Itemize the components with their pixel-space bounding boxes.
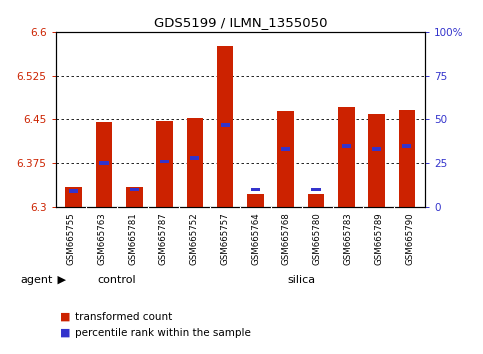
Bar bbox=[160, 160, 169, 164]
Text: control: control bbox=[98, 275, 136, 285]
Text: GSM665783: GSM665783 bbox=[343, 212, 353, 265]
Text: GSM665781: GSM665781 bbox=[128, 212, 137, 265]
Text: GSM665757: GSM665757 bbox=[220, 212, 229, 265]
Text: GSM665752: GSM665752 bbox=[190, 212, 199, 265]
Bar bbox=[308, 194, 325, 207]
Bar bbox=[65, 187, 82, 207]
Text: ▶: ▶ bbox=[54, 275, 66, 285]
Bar bbox=[156, 121, 173, 207]
Text: percentile rank within the sample: percentile rank within the sample bbox=[75, 328, 251, 338]
Text: GSM665789: GSM665789 bbox=[374, 212, 384, 265]
Bar bbox=[338, 107, 355, 207]
Bar bbox=[69, 189, 78, 193]
Bar bbox=[247, 194, 264, 207]
Text: ■: ■ bbox=[60, 328, 71, 338]
Bar bbox=[217, 46, 233, 207]
Bar bbox=[221, 123, 230, 127]
Bar bbox=[186, 118, 203, 207]
Text: transformed count: transformed count bbox=[75, 312, 172, 322]
Text: GSM665787: GSM665787 bbox=[159, 212, 168, 265]
Text: GSM665763: GSM665763 bbox=[97, 212, 106, 265]
Bar bbox=[277, 111, 294, 207]
Bar bbox=[130, 188, 139, 192]
Text: GSM665755: GSM665755 bbox=[67, 212, 75, 265]
Bar bbox=[96, 122, 113, 207]
Bar bbox=[372, 147, 381, 151]
Text: ■: ■ bbox=[60, 312, 71, 322]
Text: agent: agent bbox=[21, 275, 53, 285]
Text: GSM665764: GSM665764 bbox=[251, 212, 260, 265]
Bar bbox=[126, 187, 142, 207]
Bar bbox=[251, 188, 260, 192]
Text: GSM665768: GSM665768 bbox=[282, 212, 291, 265]
Bar bbox=[312, 188, 321, 192]
Text: silica: silica bbox=[288, 275, 316, 285]
Bar bbox=[402, 144, 412, 148]
Bar bbox=[190, 156, 199, 160]
Text: GSM665790: GSM665790 bbox=[405, 212, 414, 265]
Bar bbox=[281, 147, 290, 151]
Bar bbox=[341, 144, 351, 148]
Bar bbox=[398, 109, 415, 207]
Bar bbox=[99, 161, 109, 165]
Text: GSM665780: GSM665780 bbox=[313, 212, 322, 265]
Title: GDS5199 / ILMN_1355050: GDS5199 / ILMN_1355050 bbox=[154, 16, 327, 29]
Bar bbox=[368, 114, 385, 207]
